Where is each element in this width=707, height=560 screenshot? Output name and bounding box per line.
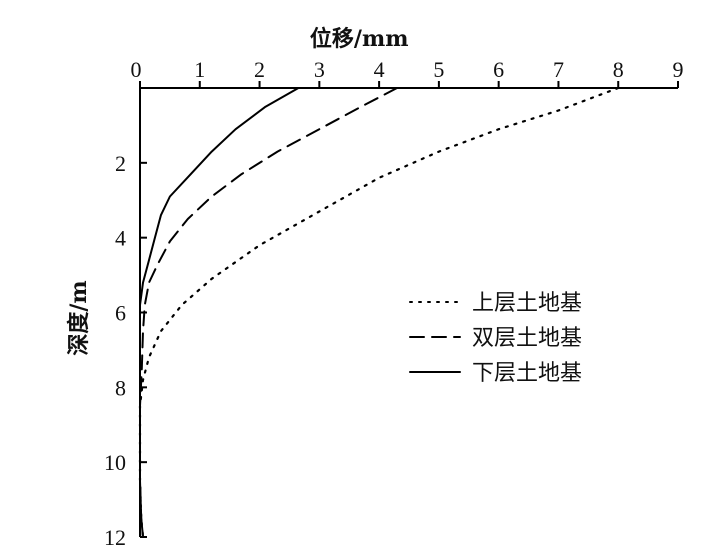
y-tick-label: 10 <box>104 450 126 475</box>
y-axis-title: 深度/m <box>66 280 92 355</box>
x-tick-label: 0 <box>131 57 142 82</box>
x-tick-label: 1 <box>194 57 205 82</box>
x-tick-label: 2 <box>254 57 265 82</box>
y-tick-label: 4 <box>115 226 126 251</box>
x-tick-label: 9 <box>673 57 684 82</box>
x-axis-title: 位移/mm <box>310 26 409 52</box>
y-tick-label: 6 <box>115 301 126 326</box>
legend-label-1: 上层土地基 <box>472 291 582 316</box>
x-tick-label: 6 <box>493 57 504 82</box>
legend-label-2: 双层土地基 <box>472 326 582 351</box>
series-line-3 <box>139 87 300 538</box>
x-tick-label: 7 <box>553 57 564 82</box>
x-tick-label: 3 <box>314 57 325 82</box>
y-tick-label: 2 <box>115 151 126 176</box>
series-line-2 <box>139 87 398 538</box>
y-tick-label: 8 <box>115 375 126 400</box>
series-layer <box>138 86 620 539</box>
x-tick-label: 8 <box>613 57 624 82</box>
x-tick-label: 4 <box>374 57 385 82</box>
legend-label-3: 下层土地基 <box>472 361 582 386</box>
y-tick-label: 12 <box>104 525 126 550</box>
x-tick-label: 5 <box>433 57 444 82</box>
